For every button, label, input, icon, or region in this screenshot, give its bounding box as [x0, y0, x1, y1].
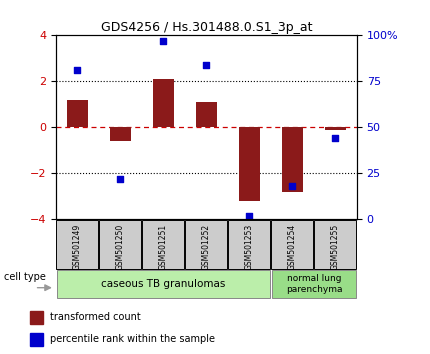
Bar	[30, 311, 43, 324]
Bar	[99, 220, 141, 269]
Bar	[56, 220, 98, 269]
Text: GSM501253: GSM501253	[245, 223, 254, 270]
Point	[160, 38, 167, 44]
Text: normal lung
parenchyma: normal lung parenchyma	[286, 274, 342, 294]
Point	[203, 62, 210, 68]
Bar	[67, 100, 88, 127]
Text: percentile rank within the sample: percentile rank within the sample	[50, 335, 215, 344]
Text: GSM501251: GSM501251	[159, 223, 168, 269]
Bar	[282, 127, 303, 192]
Bar	[57, 270, 270, 298]
Bar	[314, 220, 356, 269]
Bar	[271, 220, 313, 269]
Text: GSM501252: GSM501252	[202, 223, 211, 269]
Point	[246, 213, 253, 219]
Title: GDS4256 / Hs.301488.0.S1_3p_at: GDS4256 / Hs.301488.0.S1_3p_at	[101, 21, 312, 34]
Bar	[142, 220, 184, 269]
Point	[332, 136, 339, 141]
Text: GSM501249: GSM501249	[73, 223, 82, 270]
Point	[74, 68, 81, 73]
Bar	[196, 102, 217, 127]
Text: GSM501255: GSM501255	[331, 223, 340, 270]
Text: transformed count: transformed count	[50, 312, 141, 322]
Bar	[239, 127, 260, 201]
Bar	[185, 220, 227, 269]
Bar	[30, 333, 43, 346]
Bar	[153, 79, 174, 127]
Text: cell type: cell type	[4, 273, 46, 282]
Bar	[325, 127, 346, 130]
Text: GSM501254: GSM501254	[288, 223, 297, 270]
Bar	[228, 220, 270, 269]
Bar	[110, 127, 131, 141]
Text: GSM501250: GSM501250	[116, 223, 125, 270]
Point	[117, 176, 124, 182]
Point	[289, 183, 296, 189]
Bar	[272, 270, 356, 298]
Text: caseous TB granulomas: caseous TB granulomas	[101, 279, 226, 289]
